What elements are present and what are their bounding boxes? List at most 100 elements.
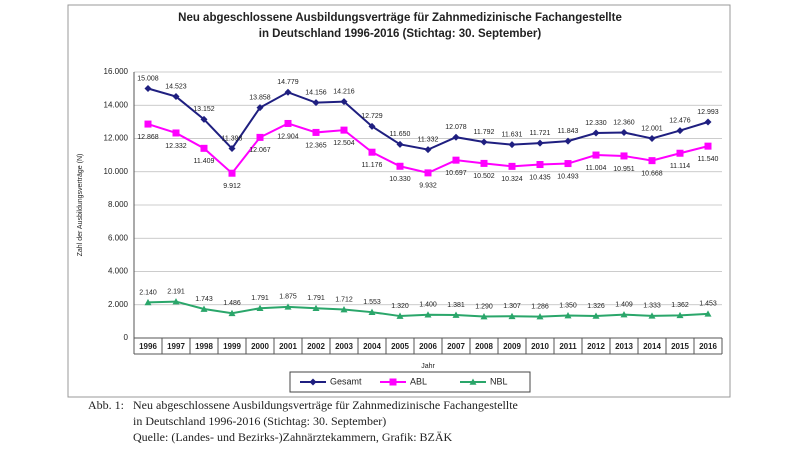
data-label: 1.307 <box>503 303 521 310</box>
caption-line: in Deutschland 1996-2016 (Stichtag: 30. … <box>133 414 386 428</box>
data-label: 12.868 <box>137 134 159 141</box>
y-tick-label: 8.000 <box>108 200 129 209</box>
marker <box>396 140 404 148</box>
marker <box>469 378 477 385</box>
legend-label: NBL <box>490 376 508 386</box>
x-tick-label: 2013 <box>615 342 633 351</box>
x-tick-label: 2014 <box>643 342 661 351</box>
x-tick-label: 2015 <box>671 342 689 351</box>
marker <box>228 169 236 177</box>
data-label: 14.779 <box>277 79 299 86</box>
data-label: 10.324 <box>501 176 523 183</box>
marker <box>172 298 180 305</box>
x-tick-label: 2004 <box>363 342 381 351</box>
marker <box>620 129 628 137</box>
data-label: 12.360 <box>613 119 635 126</box>
marker <box>704 118 712 126</box>
marker <box>389 378 397 386</box>
marker <box>284 119 292 127</box>
marker <box>424 146 432 154</box>
marker <box>200 144 208 152</box>
x-tick-label: 2010 <box>531 342 549 351</box>
data-label: 10.435 <box>529 174 551 181</box>
x-tick-label: 2000 <box>251 342 269 351</box>
marker <box>172 93 180 101</box>
marker <box>648 312 656 319</box>
data-label: 12.476 <box>669 117 691 124</box>
marker <box>284 303 292 310</box>
x-tick-label: 2006 <box>419 342 437 351</box>
chart-title: Neu abgeschlossene Ausbildungsverträge f… <box>178 12 622 24</box>
data-label: 11.843 <box>558 128 579 135</box>
legend <box>289 371 531 393</box>
data-label: 10.493 <box>557 173 579 180</box>
data-label: 1.875 <box>279 294 297 301</box>
data-label: 14.523 <box>165 83 187 90</box>
marker <box>620 152 628 160</box>
x-tick-label: 2008 <box>475 342 493 351</box>
marker <box>256 104 264 112</box>
data-label: 12.067 <box>249 147 271 154</box>
data-label: 11.721 <box>530 130 551 137</box>
marker <box>564 137 572 145</box>
data-label: 10.502 <box>473 173 495 180</box>
y-tick-label: 4.000 <box>108 267 129 276</box>
x-tick-label: 1996 <box>139 342 157 351</box>
data-label: 1.553 <box>363 299 381 306</box>
data-label: 11.631 <box>502 131 523 138</box>
data-label: 11.332 <box>418 136 439 143</box>
data-label: 13.858 <box>249 94 271 101</box>
data-label: 1.743 <box>195 296 213 303</box>
marker <box>368 308 376 315</box>
marker <box>620 311 628 318</box>
data-label: 1.453 <box>699 301 717 308</box>
marker <box>508 312 516 320</box>
data-label: 2.140 <box>139 289 157 296</box>
x-tick-label: 1997 <box>167 342 185 351</box>
data-label: 2.191 <box>167 288 185 295</box>
marker <box>340 126 348 134</box>
marker <box>256 304 264 312</box>
marker <box>592 312 600 319</box>
data-label: 10.668 <box>641 170 663 177</box>
x-tick-label: 1998 <box>195 342 213 351</box>
x-tick-label: 1999 <box>223 342 241 351</box>
data-label: 12.904 <box>277 133 299 140</box>
marker <box>592 151 600 159</box>
marker <box>144 84 152 92</box>
data-label: 1.333 <box>643 303 661 310</box>
marker <box>564 160 572 168</box>
marker <box>312 128 320 136</box>
marker <box>144 120 152 128</box>
data-label: 10.697 <box>445 170 467 177</box>
marker <box>312 99 320 107</box>
data-label: 1.791 <box>307 295 325 302</box>
data-label: 12.078 <box>445 124 467 131</box>
x-tick-label: 2007 <box>447 342 465 351</box>
y-tick-label: 10.000 <box>104 167 129 176</box>
data-label: 11.650 <box>390 131 411 138</box>
data-label: 1.409 <box>615 301 633 308</box>
data-label: 9.932 <box>419 183 437 190</box>
data-label: 11.409 <box>194 158 215 165</box>
marker <box>452 133 460 141</box>
caption-line: Quelle: (Landes- und Bezirks-)Zahnärztek… <box>133 430 453 444</box>
data-label: 12.365 <box>305 142 327 149</box>
data-label: 14.216 <box>333 89 355 96</box>
marker <box>228 309 236 317</box>
marker <box>452 156 460 164</box>
marker <box>564 312 572 319</box>
marker <box>536 313 544 320</box>
data-label: 1.290 <box>475 303 493 310</box>
marker <box>592 129 600 137</box>
marker <box>704 310 712 317</box>
x-tick-label: 2009 <box>503 342 521 351</box>
data-label: 9.912 <box>223 183 241 190</box>
marker <box>480 159 488 167</box>
marker <box>536 161 544 169</box>
chart-frame <box>67 4 731 398</box>
marker <box>172 129 180 137</box>
data-label: 12.001 <box>641 125 663 132</box>
legend-label: Gesamt <box>330 376 362 386</box>
marker <box>508 141 516 149</box>
